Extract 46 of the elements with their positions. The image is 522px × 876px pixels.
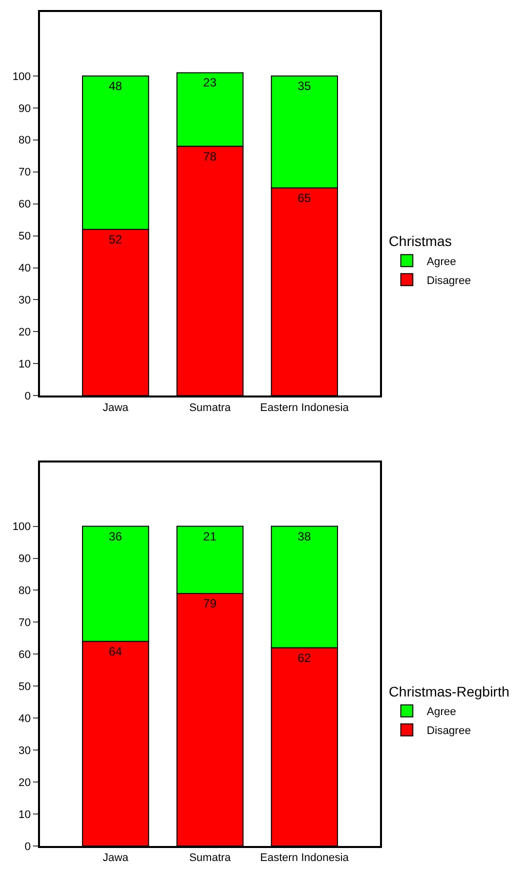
y-tick-label: 10 <box>18 358 31 371</box>
data-label: 52 <box>108 232 122 246</box>
y-tick-label: 70 <box>18 166 31 179</box>
data-label: 21 <box>203 529 217 544</box>
x-tick-label: Sumatra <box>189 402 232 414</box>
data-label: 62 <box>298 650 312 665</box>
y-tick-label: 60 <box>18 198 31 211</box>
data-label: 23 <box>203 76 217 90</box>
y-tick-label: 20 <box>18 326 31 339</box>
legend-title: Christmas <box>388 233 452 250</box>
y-tick-label: 70 <box>18 617 31 630</box>
data-label: 35 <box>298 78 312 93</box>
data-label: 48 <box>108 78 122 93</box>
y-tick-label: 30 <box>18 744 31 757</box>
y-tick-label: 30 <box>18 294 31 307</box>
y-tick-label: 0 <box>24 840 31 853</box>
y-tick-label: 50 <box>18 230 31 243</box>
y-tick-label: 90 <box>18 553 31 566</box>
y-tick-label: 80 <box>18 585 31 598</box>
data-label: 79 <box>203 596 217 610</box>
legend-label: Disagree <box>426 725 471 738</box>
data-label: 78 <box>203 149 217 164</box>
legend-label: Agree <box>426 706 456 718</box>
y-tick-label: 80 <box>18 134 31 147</box>
y-tick-label: 0 <box>24 390 31 402</box>
legend-label: Agree <box>426 256 456 268</box>
data-label: 64 <box>108 644 122 658</box>
x-tick-label: Eastern Indonesia <box>260 402 350 414</box>
y-tick-label: 40 <box>18 712 31 725</box>
y-tick-label: 10 <box>18 808 31 821</box>
y-tick-label: 60 <box>18 649 31 662</box>
y-tick-label: 20 <box>18 776 31 789</box>
x-tick-label: Eastern Indonesia <box>260 852 350 864</box>
y-tick-label: 50 <box>18 681 31 693</box>
data-label: 38 <box>298 529 312 544</box>
legend-title: Christmas-Regbirth <box>388 683 510 700</box>
y-tick-label: 40 <box>18 262 31 275</box>
data-label: 65 <box>298 190 312 205</box>
y-tick-label: 100 <box>12 521 31 534</box>
y-tick-label: 100 <box>12 70 31 83</box>
data-label: 36 <box>108 529 122 544</box>
x-tick-label: Sumatra <box>189 852 232 864</box>
x-tick-label: Jawa <box>102 402 130 414</box>
legend-label: Disagree <box>426 274 471 287</box>
y-tick-label: 90 <box>18 102 31 115</box>
x-tick-label: Jawa <box>102 852 130 864</box>
